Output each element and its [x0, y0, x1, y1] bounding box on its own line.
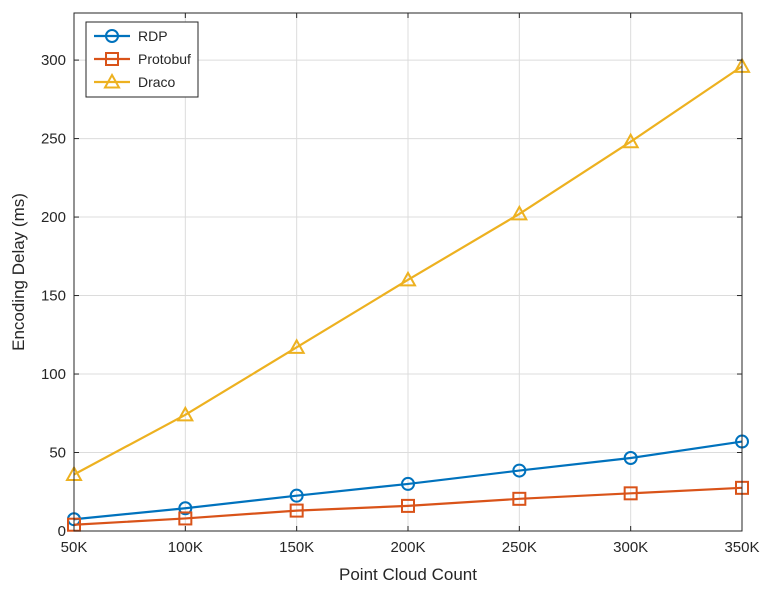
- legend-marker-protobuf: [105, 52, 119, 66]
- rdp-line: [73, 440, 743, 521]
- legend-label-rdp: RDP: [138, 28, 168, 44]
- rdp-point: [623, 451, 638, 466]
- y-tick-label: 200: [41, 209, 66, 226]
- legend-label-protobuf: Protobuf: [138, 51, 191, 67]
- y-tick-label: 50: [49, 445, 66, 462]
- series-layer: [65, 57, 751, 532]
- y-tick-label: 100: [41, 366, 66, 383]
- x-tick-label: 200K: [390, 539, 425, 556]
- x-tick-label: 250K: [502, 539, 537, 556]
- y-axis-title: Encoding Delay (ms): [9, 193, 28, 351]
- x-tick-label: 50K: [61, 539, 88, 556]
- legend-item-rdp: RDP: [94, 28, 168, 44]
- draco-point: [510, 204, 529, 221]
- protobuf-point: [178, 511, 193, 526]
- x-tick-label: 350K: [724, 539, 759, 556]
- protobuf-point: [623, 486, 638, 501]
- series-rdp: [67, 434, 749, 527]
- rdp-point: [289, 488, 304, 503]
- y-tick-label: 150: [41, 288, 66, 305]
- legend: RDP Protobuf Draco: [85, 21, 199, 98]
- y-tick-label: 0: [58, 523, 66, 540]
- axis-ticks: 50K 100K 150K 200K 250K 300K 350K 0 50 100 150 200 2…: [41, 13, 760, 556]
- x-axis-title: Point Cloud Count: [339, 565, 477, 584]
- y-tick-label: 300: [41, 52, 66, 69]
- draco-point: [287, 338, 306, 354]
- legend-marker-rdp: [105, 29, 119, 43]
- protobuf-point: [401, 498, 415, 513]
- protobuf-line: [73, 486, 743, 526]
- grid: [73, 13, 743, 532]
- series-draco: [65, 57, 751, 481]
- draco-point: [621, 132, 640, 149]
- y-tick-label: 250: [41, 131, 66, 148]
- legend-label-draco: Draco: [138, 74, 176, 90]
- legend-marker-draco: [103, 72, 121, 89]
- x-tick-label: 150K: [279, 539, 314, 556]
- rdp-point: [401, 476, 415, 491]
- protobuf-point: [289, 503, 304, 518]
- draco-line: [73, 65, 743, 476]
- x-tick-label: 100K: [168, 539, 203, 556]
- draco-point: [399, 270, 417, 287]
- rdp-point: [178, 501, 193, 516]
- draco-point: [176, 405, 195, 422]
- x-tick-label: 300K: [613, 539, 648, 556]
- legend-item-protobuf: Protobuf: [94, 51, 191, 67]
- rdp-point: [512, 463, 527, 478]
- legend-item-draco: Draco: [94, 72, 176, 90]
- protobuf-point: [512, 491, 527, 506]
